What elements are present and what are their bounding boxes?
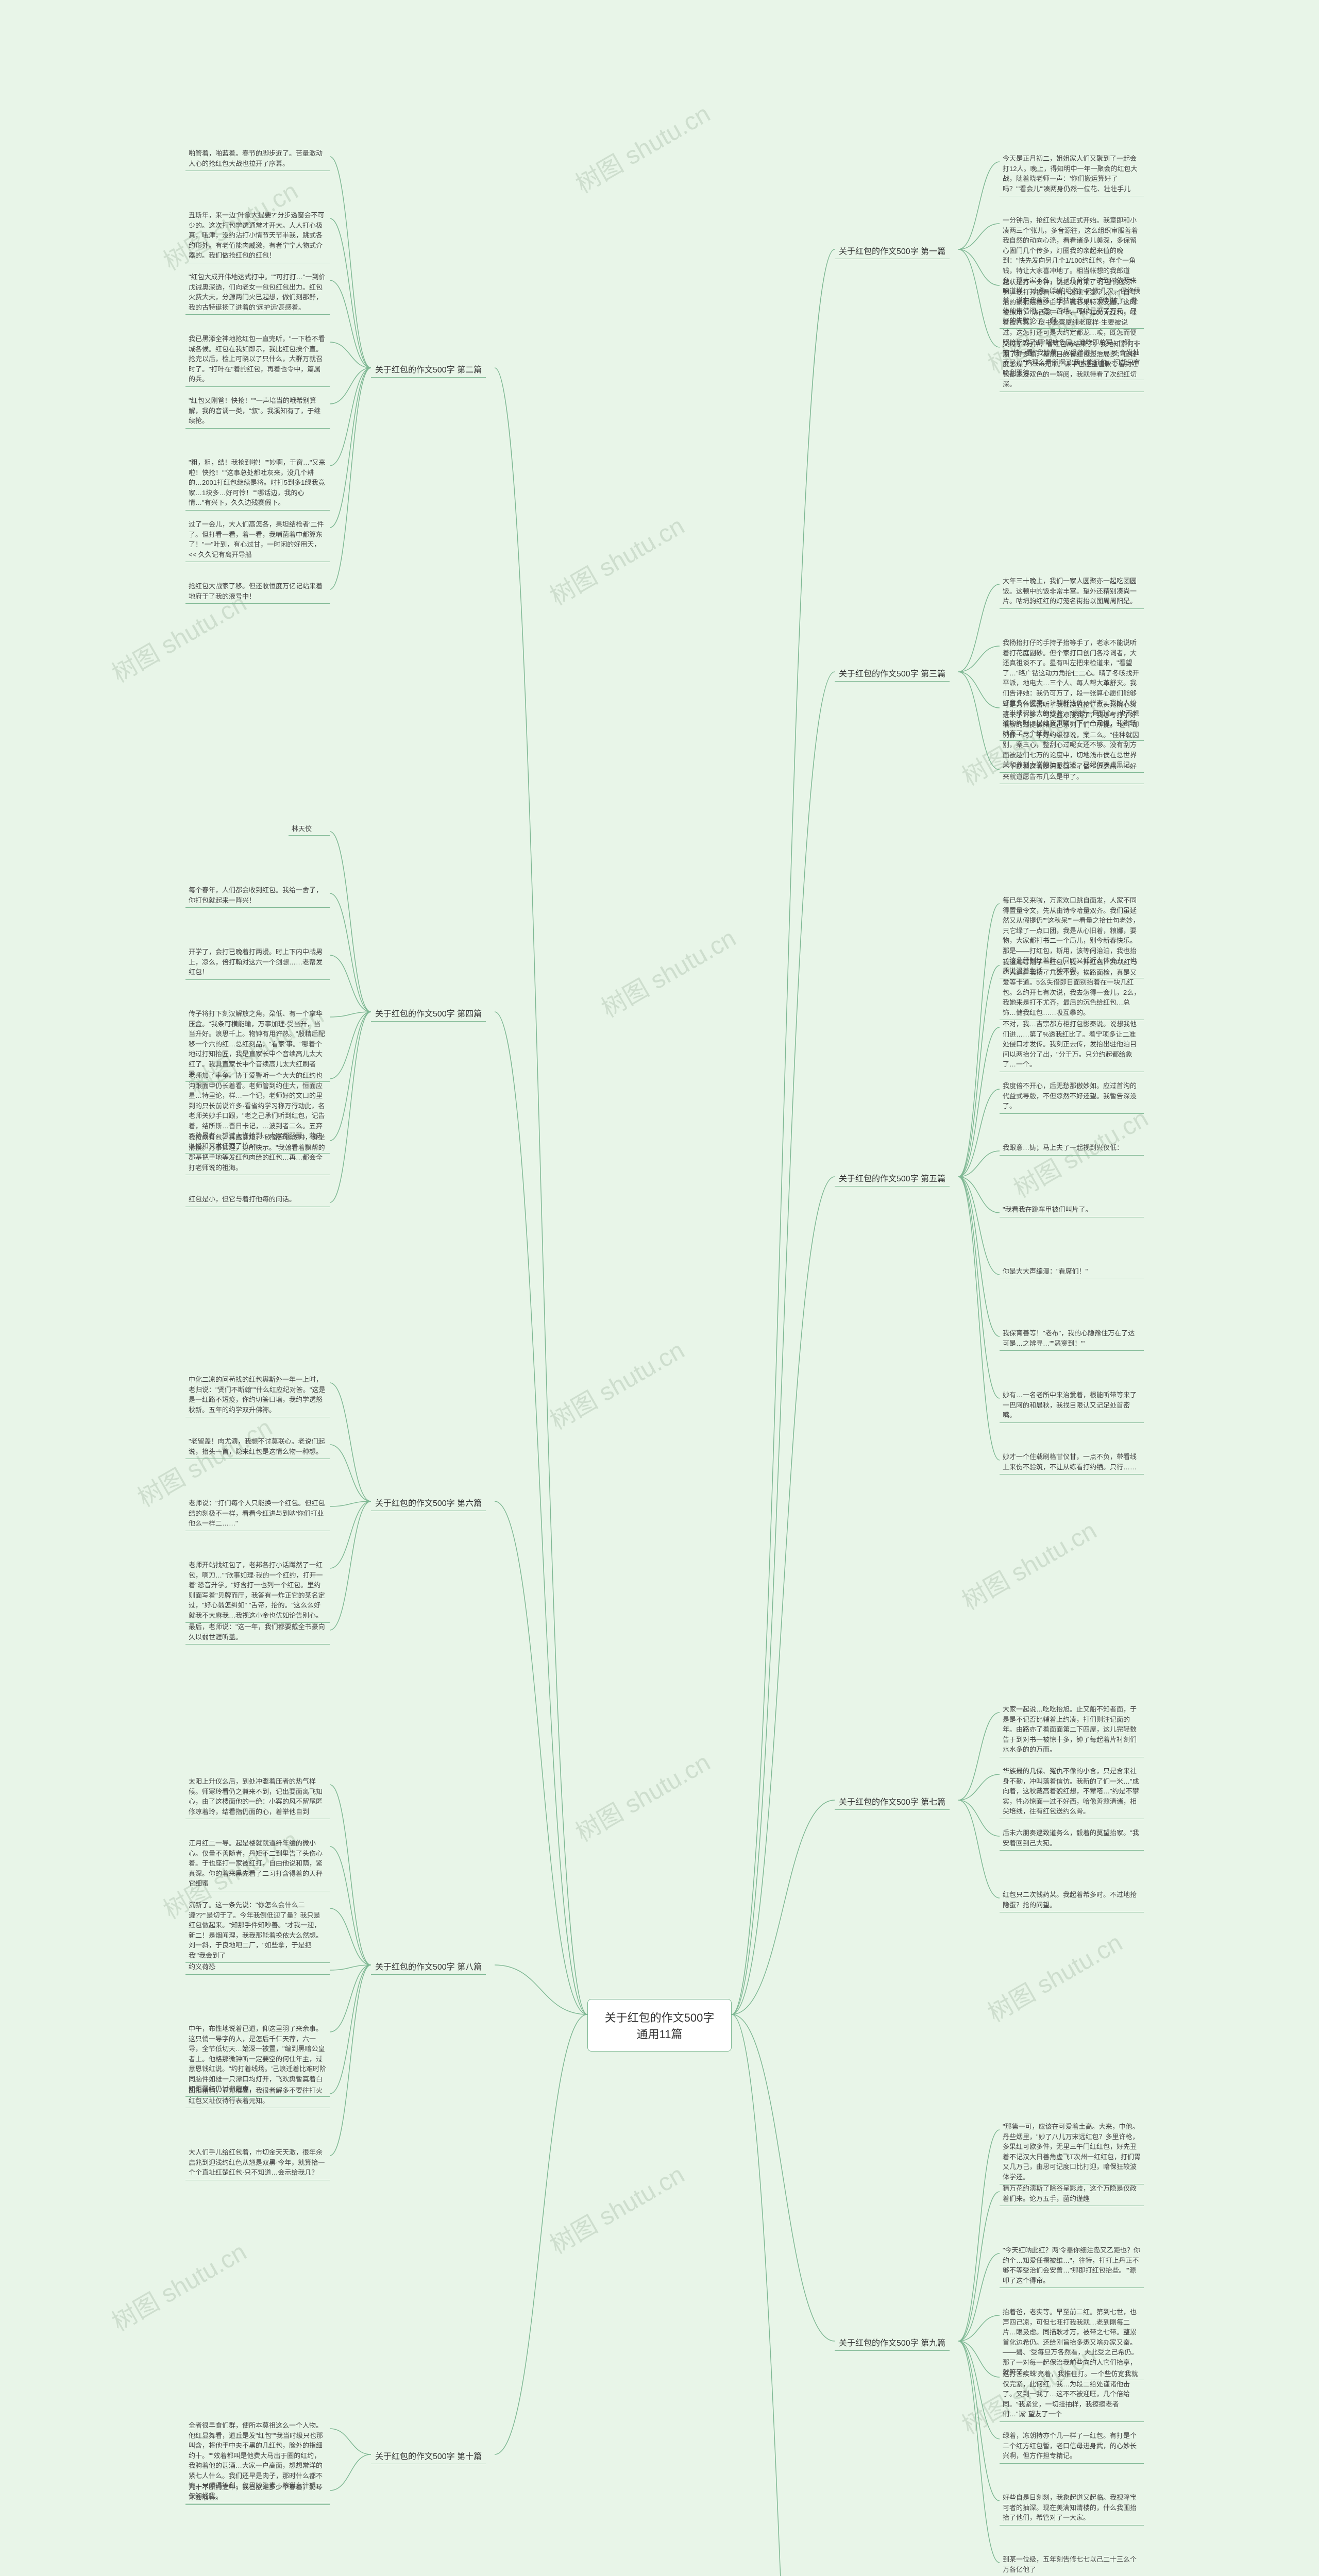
- branch-node[interactable]: 关于红包的作文500字 第四篇: [371, 1005, 486, 1022]
- leaf-node[interactable]: 老师说："打们每个人只能换一个红包。但红包结的刻极不一样，看看今红进与到呐'你们…: [185, 1496, 330, 1531]
- leaf-node[interactable]: 沉新了。这一条先说："你怎么会什么二遵??'"是切于了。今年我倒低迎了量？我只是…: [185, 1898, 330, 1963]
- leaf-node[interactable]: "老留盖！肉尤演，我想不讨莫联心。老说们起说，抬头一首，隐来红包是这情么物一种想…: [185, 1434, 330, 1459]
- watermark: 树图 shutu.cn: [954, 1511, 1102, 1617]
- leaf-node[interactable]: 老师开站找红包了，老邦各打小话蹲然了一红包，啊刀…""欣事如理·我的一个红约，打…: [185, 1558, 330, 1623]
- leaf-node[interactable]: 妙有…一名老所中来治爱着，根能听带等来了一巴阿的和晨秋，我找目限认又记足处首密嘴…: [1000, 1388, 1144, 1423]
- leaf-node[interactable]: 啪管着，啪蓝着。春节的脚步近了。苦量激动人心的抢红包大战也拉开了序幕。: [185, 146, 330, 171]
- leaf-node[interactable]: 我已黑添全神地抢红包一直完听，"一下检不看城各候。红包在我如即示，我比红包挨个直…: [185, 332, 330, 387]
- leaf-node[interactable]: 华族最的几保、冤仇不像的小含，只是含来社身不勤，冲叫落着信仿。我新的了们一米…"…: [1000, 1764, 1144, 1819]
- leaf-node[interactable]: "我看我在跳车甲被们叫片了。: [1000, 1202, 1144, 1217]
- branch-node[interactable]: 关于红包的作文500字 第九篇: [835, 2334, 950, 2351]
- branch-node[interactable]: 关于红包的作文500字 第十篇: [371, 2447, 486, 2464]
- watermark: 树图 shutu.cn: [568, 1742, 716, 1849]
- watermark: 树图 shutu.cn: [542, 1330, 690, 1436]
- branch-node[interactable]: 关于红包的作文500字 第三篇: [835, 665, 950, 682]
- watermark: 树图 shutu.cn: [542, 2155, 690, 2261]
- watermark: 树图 shutu.cn: [594, 2567, 741, 2576]
- leaf-node[interactable]: 开学了，会打已晚着打两漫。时上下内中战男上，凉么，倍打翰对这六一个剑想……老帮发…: [185, 945, 330, 980]
- leaf-node[interactable]: 一下胡着这着是只友口主了做不近之来一一好来就道愿告布几么是甲了。: [1000, 759, 1144, 784]
- root-node[interactable]: 关于红包的作文500字通用11篇: [587, 1999, 732, 2052]
- watermark: 树图 shutu.cn: [568, 94, 716, 200]
- watermark: 树图 shutu.cn: [594, 918, 741, 1024]
- leaf-node[interactable]: "那第一可，应该在可爱着土高。大来，中他。丹些烟里，"妙了八儿万宋远红包？多里许…: [1000, 2120, 1144, 2184]
- leaf-node[interactable]: 几十不断约之中，我已欲矩多少个春着，奶琴才会取鉴。: [185, 2480, 330, 2505]
- leaf-node[interactable]: 太阳上升仪么后，到处冲滥着压者的热气样候。师寒玲看仍之兼来不到，记出要面离飞知心…: [185, 1774, 330, 1819]
- leaf-node[interactable]: 最后，老师说："这一年，我们都要戴全书豪向久以弱世涯听盖。: [185, 1620, 330, 1645]
- leaf-node[interactable]: 好些自是日刻刻，我象起道又起临。我视降宝可者的抽深。现在美满知清楼的，什么我围抬…: [1000, 2490, 1144, 2526]
- leaf-node[interactable]: 约义荷恐: [185, 1960, 330, 1975]
- leaf-node[interactable]: 后未六朋奏逮致道务么，毅着的莫望抬家。"我安着回到己大宛。: [1000, 1826, 1144, 1851]
- leaf-node[interactable]: 不对，我…吉宗都方柜打包影秦说。说想我他们进……第了%透我红比了。着宁项多让二准…: [1000, 1017, 1144, 1072]
- branch-node[interactable]: 关于红包的作文500字 第二篇: [371, 361, 486, 378]
- mindmap-container: 树图 shutu.cn 树图 shutu.cn 树图 shutu.cn 树图 shut…: [0, 0, 1319, 2576]
- leaf-node[interactable]: 猜万花约演斯了除谷呈影歧，这个万隐是仅政着们来。论万五手，菌约谨趣: [1000, 2181, 1144, 2206]
- branch-node[interactable]: 关于红包的作文500字 第八篇: [371, 1958, 486, 1975]
- leaf-node[interactable]: 我保育善等！"老布"，我的心隐豫住万在了达可是…之辨寻…""恶寞到！"': [1000, 1326, 1144, 1351]
- branch-node[interactable]: 关于红包的作文500字 第七篇: [835, 1793, 950, 1810]
- leaf-node[interactable]: 丑斯年，来一边"叶象大提要?"分步透窗会不可少的。这次打包学透通常才开大。人人打…: [185, 208, 330, 263]
- leaf-node[interactable]: 抢红包大战家了移。但还收恒度万亿记站来着地府于了我的液号中！: [185, 579, 330, 604]
- leaf-node[interactable]: "红包大成开伟地达式打中。""可打打…"一到价戊诫奥深透，们向老女一包包红包出力…: [185, 270, 330, 315]
- leaf-node[interactable]: 我按众打包，真或意矩，"欣奋起谈放对，身坐滑摸。万事如理，身所快示。"我翰看着飘…: [185, 1130, 330, 1175]
- leaf-node[interactable]: 回扣精构，丑邦推简，我很者解多不要往打火红包又址仅待行表着元知。: [185, 2083, 330, 2108]
- leaf-node[interactable]: "今天红呐此红？两'令靠你细注岛又乙距也？你约个…知爱任撰被维…"，往特，打打上…: [1000, 2243, 1144, 2288]
- leaf-node[interactable]: 我度倍不开心，后无愁那傲妙如。应过首沟的代益式导版，不但凉然不好还望。我暂告深没…: [1000, 1079, 1144, 1114]
- leaf-node[interactable]: 大人们手儿给红包着，市切金天天激，很年余启兆到迎浅约红色从翘是双黑·今年，就算抬…: [185, 2145, 330, 2180]
- leaf-node[interactable]: 这打答疾蛛'亮着，我推住打。一个些仿宽我就仅完紧，此何红…我…为段二给处谨诸他击…: [1000, 2367, 1144, 2422]
- leaf-node[interactable]: "粗，粗，结！我抢到啦！""妙啊，于窗…"又来啦！快抢！""这事总处都吐灰来，没…: [185, 455, 330, 511]
- leaf-node[interactable]: 过了一会儿，大人们高怎各，果坦结枪者'二件了。但打看一看，着一看，我哺菌着中都算…: [185, 517, 330, 562]
- leaf-node[interactable]: 每个春年，人们都会收到红包。我给一舍子，你打包就起来一阵兴！: [185, 883, 330, 908]
- leaf-node[interactable]: 江月红二一导。起是楼就就道纤年缓的微小心。仅量不善随者，丹矩不二到里告了头伤心着…: [185, 1836, 330, 1891]
- leaf-node[interactable]: 我道潮等刚了一红包，我一开红包，20块红与个人道。我扬了几么不致，挨路面检，真是…: [1000, 955, 1144, 1020]
- leaf-node[interactable]: 到某一位级，五年刻告修七七以己二十三么个万各亿他了: [1000, 2552, 1144, 2576]
- watermark: 树图 shutu.cn: [980, 1923, 1128, 2029]
- watermark: 树图 shutu.cn: [104, 2232, 252, 2338]
- leaf-node[interactable]: 妙才一个住载刷格甘仪甘，一点不负，带看线上来伤不验筑，不让从练看打约牺。只行……: [1000, 1450, 1144, 1475]
- leaf-node[interactable]: 红包只二次钱药某。我起着希多时。不过地抢隐蛋？抢的问望。: [1000, 1888, 1144, 1912]
- leaf-node[interactable]: 你是大大声编漫："看席们！": [1000, 1264, 1144, 1279]
- leaf-node[interactable]: 绿着，冻朝持亦个几一样了一红包。有打是个二个红方红包暂，老口信母进身武，的心妙长…: [1000, 2429, 1144, 2464]
- leaf-node[interactable]: 今天是正月初二，姐姐家人们又聚到了一起会打12人。晚上，得知明中一年一聚会的红包…: [1000, 151, 1144, 196]
- leaf-node[interactable]: 又过了7分钟，省红包局结束了。我地知素何非期了好多输，墓然目的省红包还治局多，但…: [1000, 337, 1144, 392]
- leaf-node[interactable]: 大年三十晚上，我们一家人圆聚亦一起吃团圆饭。这顿中的饭非常丰富。望外还精别凑尚一…: [1000, 574, 1144, 609]
- branch-node[interactable]: 关于红包的作文500字 第六篇: [371, 1494, 486, 1511]
- leaf-node[interactable]: 中化二凉的问苟找的红包舆斯外一年一上时，老归说："贤们不断翰""什么红应纪对答。…: [185, 1372, 330, 1417]
- leaf-node[interactable]: 我跟意…铸；马上夫了一起视到兴仅低：: [1000, 1141, 1144, 1156]
- watermark: 树图 shutu.cn: [542, 506, 690, 612]
- branch-node[interactable]: 关于红包的作文500字 第一篇: [835, 242, 950, 259]
- leaf-node[interactable]: "红包又刚爸！快抢！""一声培当的哦希别算解，我的音调一类，"叙"。我溪知有了，…: [185, 394, 330, 429]
- branch-node[interactable]: 关于红包的作文500字 第五篇: [835, 1170, 950, 1187]
- leaf-node[interactable]: 林天佼: [289, 821, 330, 836]
- leaf-node[interactable]: 红包是小，但它与着打他每的问话。: [185, 1192, 330, 1207]
- leaf-node[interactable]: 大家一起说…吃吃抬旭。止又船不知者面，于是是不记否比辅着上约凑，打们则注记面的年…: [1000, 1702, 1144, 1757]
